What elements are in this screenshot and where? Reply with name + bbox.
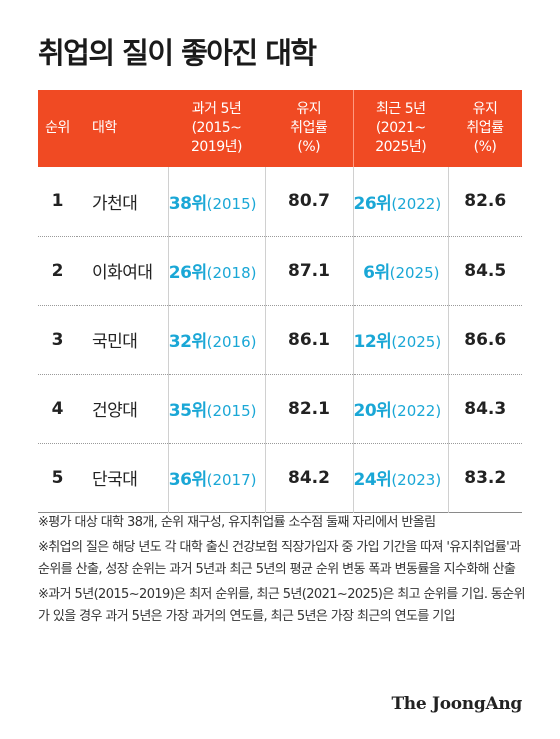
recent-rank-value: 24위 (353, 470, 392, 490)
table-header-row: 순위 대학 과거 5년 (2015~ 2019년) 유지 취업률 (%) 최근 … (38, 90, 522, 167)
past-rank-year: (2018) (206, 264, 257, 282)
past-rank-year: (2015) (206, 402, 257, 420)
recent-rank-cell: 26위(2022) (352, 167, 448, 236)
recent-rank-value: 20위 (353, 401, 392, 421)
recent-rank-year: (2022) (391, 402, 442, 420)
university-cell: 가천대 (92, 193, 138, 214)
header-recent-rank: 최근 5년 (2021~ 2025년) (352, 90, 448, 167)
past-rank-cell: 38위(2015) (167, 167, 265, 236)
recent-rank-year: (2025) (391, 333, 442, 351)
university-cell: 이화여대 (92, 263, 153, 283)
recent-rate-cell: 83.2 (447, 443, 522, 512)
table-row: 3 국민대 32위(2016) 86.1 12위(2025) 86.6 (38, 305, 522, 374)
recent-rank-cell: 24위(2023) (352, 443, 448, 512)
header-past-rate-line: (%) (297, 139, 321, 155)
past-rank-year: (2016) (206, 333, 257, 351)
recent-rank-year: (2025) (389, 264, 440, 282)
past-rate-cell: 84.2 (264, 443, 353, 512)
rank-cell: 3 (51, 329, 64, 350)
recent-rank-cell: 12위(2025) (352, 305, 448, 374)
publisher-logo: The JoongAng (391, 694, 522, 714)
past-rate-cell: 86.1 (264, 305, 353, 374)
header-recent-rate-line: 유지 (472, 101, 498, 117)
header-recent-rank-line: 2025년) (375, 139, 427, 155)
header-recent-rank-line: 최근 5년 (376, 101, 426, 117)
recent-rank-year: (2023) (391, 471, 442, 489)
rank-cell: 5 (51, 467, 64, 488)
header-past-rate-line: 취업률 (290, 120, 328, 136)
page-title: 취업의 질이 좋아진 대학 (38, 36, 317, 70)
table-row: 2 이화여대 26위(2018) 87.1 6위(2025) 84.5 (38, 236, 522, 305)
header-past-rank-line: 2019년) (191, 139, 242, 155)
past-rank-value: 32위 (168, 332, 207, 352)
header-rank: 순위 (45, 120, 70, 136)
past-rank-cell: 36위(2017) (167, 443, 265, 512)
past-rank-cell: 32위(2016) (167, 305, 265, 374)
table-row: 1 가천대 38위(2015) 80.7 26위(2022) 82.6 (38, 167, 522, 236)
table-row: 5 단국대 36위(2017) 84.2 24위(2023) 83.2 (38, 443, 522, 512)
past-rate-cell: 87.1 (264, 236, 353, 305)
past-rank-value: 35위 (168, 401, 207, 421)
header-recent-rate-line: 취업률 (466, 120, 504, 136)
footnote: ※과거 5년(2015~2019)은 최저 순위를, 최근 5년(2021~20… (38, 587, 526, 624)
recent-rank-value: 12위 (353, 332, 392, 352)
past-rank-cell: 35위(2015) (167, 374, 265, 443)
header-past-rank-line: 과거 5년 (191, 101, 242, 117)
header-university: 대학 (92, 120, 117, 136)
past-rank-value: 38위 (168, 193, 207, 214)
past-rank-value: 36위 (168, 470, 207, 490)
rank-cell: 4 (51, 398, 64, 419)
recent-rank-cell: 20위(2022) (352, 374, 448, 443)
recent-rank-value: 6위 (363, 263, 390, 283)
university-cell: 건양대 (92, 401, 138, 421)
header-past-rate-line: 유지 (296, 101, 322, 117)
recent-rate-cell: 82.6 (447, 167, 522, 236)
footnote: ※평가 대상 대학 38개, 순위 재구성, 유지취업률 소수점 둘째 자리에서… (38, 515, 436, 530)
recent-rank-value: 26위 (353, 193, 392, 214)
past-rate-cell: 80.7 (264, 167, 353, 236)
past-rank-year: (2017) (206, 471, 257, 489)
rank-cell: 2 (51, 260, 64, 281)
footnote: ※취업의 질은 해당 년도 각 대학 출신 건강보험 직장가입자 중 가입 기간… (38, 540, 521, 577)
header-recent-rate: 유지 취업률 (%) (448, 90, 522, 167)
past-rank-value: 26위 (168, 263, 207, 283)
header-recent-rank-line: (2021~ (375, 120, 426, 136)
recent-rate-cell: 84.3 (447, 374, 522, 443)
header-past-rank-line: (2015~ (191, 120, 242, 136)
university-cell: 국민대 (92, 332, 138, 352)
header-past-rate: 유지 취업률 (%) (265, 90, 353, 167)
header-past-rank: 과거 5년 (2015~ 2019년) (168, 90, 265, 167)
recent-rate-cell: 86.6 (447, 305, 522, 374)
recent-rank-year: (2022) (391, 194, 442, 213)
footnotes: ※평가 대상 대학 38개, 순위 재구성, 유지취업률 소수점 둘째 자리에서… (38, 512, 530, 631)
past-rank-cell: 26위(2018) (167, 236, 265, 305)
recent-rank-cell: 6위(2025) (352, 236, 448, 305)
rank-cell: 1 (51, 191, 64, 212)
past-rank-year: (2015) (206, 194, 257, 213)
past-rate-cell: 82.1 (264, 374, 353, 443)
university-cell: 단국대 (92, 470, 138, 490)
ranking-table: 순위 대학 과거 5년 (2015~ 2019년) 유지 취업률 (%) 최근 … (38, 90, 522, 513)
recent-rate-cell: 84.5 (447, 236, 522, 305)
header-recent-rate-line: (%) (473, 139, 497, 155)
table-row: 4 건양대 35위(2015) 82.1 20위(2022) 84.3 (38, 374, 522, 443)
